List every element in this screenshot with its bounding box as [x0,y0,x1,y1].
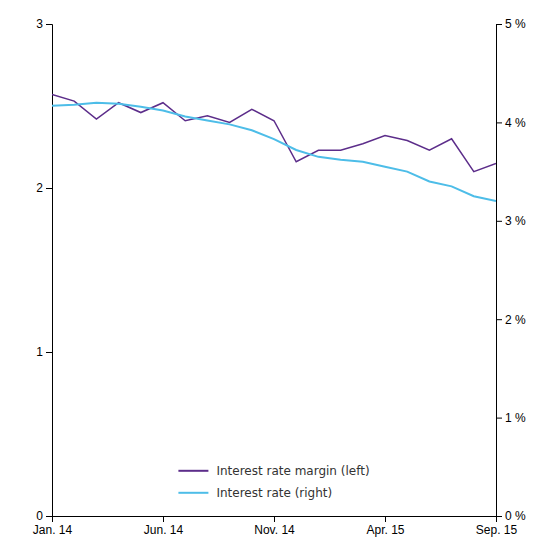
tick-label: Apr. 15 [366,523,404,537]
y2-axis: 0 % 1 % 2 % 3 % 4 % 5 % [496,17,526,523]
legend-item: Interest rate margin (left) [178,464,369,478]
tick-mark [496,122,502,123]
tick: 0 [36,509,52,523]
tick: 2 % [496,313,526,327]
tick: 4 % [496,116,526,130]
axis-line [46,25,53,517]
axis-line [497,25,503,517]
tick: 1 % [496,411,526,425]
tick: Apr. 15 [366,516,404,537]
series-line [52,95,496,172]
tick-label: 3 [36,17,43,31]
tick-label: Jun. 14 [144,523,184,537]
tick: Nov. 14 [254,516,295,537]
tick: 3 % [496,214,526,228]
chart: Jan. 14Jun. 14Nov. 14Apr. 15Sep. 1501230… [0,0,560,560]
tick-label: Sep. 15 [476,523,518,537]
legend-swatch [178,470,208,472]
legend-item: Interest rate (right) [178,486,332,500]
tick: 1 [36,345,52,359]
tick-label: 0 [36,509,43,523]
tick-label: 4 % [505,116,526,130]
tick-mark [496,221,502,222]
y-axis: 0 1 2 3 [36,17,52,523]
tick-mark [496,319,502,320]
tick-label: 2 [36,181,43,195]
legend-label: Interest rate (right) [216,486,332,500]
legend: Interest rate margin (left) Interest rate… [178,464,369,500]
tick-mark [274,516,275,522]
tick-mark [46,352,52,353]
tick-label: 0 % [505,509,526,523]
tick-mark [46,188,52,189]
tick-mark [46,24,52,25]
tick-label: 2 % [505,313,526,327]
x-axis: Jan. 14 Jun. 14 Nov. 14 Apr. 15 Sep. 15 [33,516,518,537]
tick: 3 [36,17,52,31]
tick-label: 3 % [505,214,526,228]
series-line [52,103,496,201]
legend-label: Interest rate margin (left) [216,464,369,478]
plot: Jan. 14Jun. 14Nov. 14Apr. 15Sep. 1501230… [33,17,526,536]
tick-label: 1 [36,345,43,359]
legend-swatch [178,492,208,494]
tick: 0 % [496,509,526,523]
tick-mark [496,418,502,419]
tick-label: 1 % [505,411,526,425]
tick-mark [385,516,386,522]
tick-mark [163,516,164,522]
tick: 5 % [496,17,526,31]
tick-mark [496,516,502,517]
tick: 2 [36,181,52,195]
tick-mark [496,24,502,25]
tick: Jun. 14 [144,516,184,537]
tick-label: 5 % [505,17,526,31]
axis-line [53,517,497,523]
tick-label: Jan. 14 [33,523,73,537]
lines [52,95,496,202]
tick-label: Nov. 14 [254,523,295,537]
tick-mark [46,516,52,517]
